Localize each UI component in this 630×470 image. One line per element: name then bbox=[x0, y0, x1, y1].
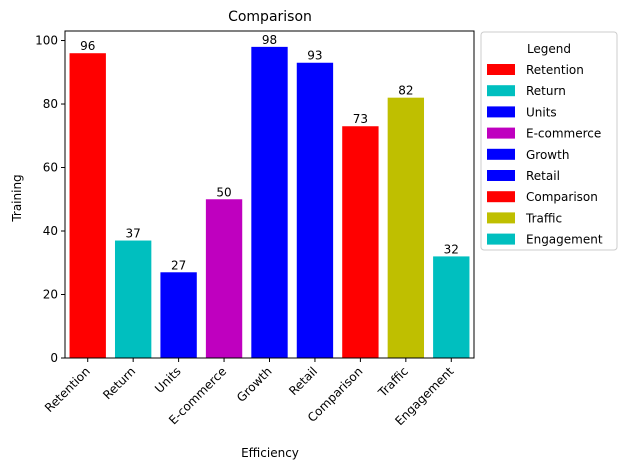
x-tick-label: Retention bbox=[42, 364, 93, 415]
data-label: 32 bbox=[444, 242, 459, 256]
data-label: 96 bbox=[80, 39, 95, 53]
bar bbox=[69, 53, 106, 359]
x-tick-label: Retail bbox=[286, 364, 320, 398]
bar bbox=[433, 256, 470, 358]
y-tick-label: 20 bbox=[43, 288, 58, 302]
y-tick-label: 0 bbox=[50, 351, 58, 365]
bar bbox=[160, 272, 197, 358]
x-tick-label: Growth bbox=[234, 364, 275, 405]
data-label: 27 bbox=[171, 258, 186, 272]
data-label: 73 bbox=[353, 112, 368, 126]
plot-area: 96Retention37Return27Units50E-commerce98… bbox=[35, 30, 475, 428]
bar bbox=[387, 97, 425, 358]
legend-swatch bbox=[487, 191, 515, 203]
legend-label: E-commerce bbox=[526, 127, 601, 141]
legend: Legend Retention Return Units E-commerce Gro… bbox=[480, 31, 618, 251]
y-tick-label: 80 bbox=[43, 97, 58, 111]
legend-swatch bbox=[487, 127, 515, 139]
data-label: 82 bbox=[398, 84, 413, 98]
x-tick-label: Units bbox=[152, 364, 184, 396]
legend-swatch bbox=[487, 85, 515, 97]
legend-swatch bbox=[487, 64, 515, 75]
data-label: 50 bbox=[216, 185, 231, 199]
legend-title: Legend bbox=[527, 42, 571, 56]
legend-swatch bbox=[487, 170, 515, 181]
legend-label: Retail bbox=[526, 169, 560, 183]
y-axis-label: Training bbox=[10, 174, 24, 222]
legend-label: Comparison bbox=[526, 190, 598, 204]
legend-label: Growth bbox=[526, 148, 569, 162]
y-tick-label: 60 bbox=[43, 161, 58, 175]
data-label: 98 bbox=[262, 33, 277, 47]
bar bbox=[296, 62, 334, 359]
plot-frame bbox=[64, 30, 475, 359]
y-tick-label: 100 bbox=[35, 34, 58, 48]
legend-label: Retention bbox=[526, 63, 584, 77]
bar bbox=[251, 46, 288, 359]
x-tick-label: Traffic bbox=[375, 364, 411, 400]
legend-label: Traffic bbox=[525, 211, 562, 225]
legend-label: Units bbox=[526, 105, 557, 119]
bar bbox=[205, 199, 243, 358]
legend-swatch bbox=[487, 212, 515, 224]
legend-label: Return bbox=[526, 84, 566, 98]
legend-swatch bbox=[487, 148, 515, 160]
data-label: 93 bbox=[307, 49, 322, 63]
legend-swatch bbox=[487, 106, 515, 118]
x-tick-label: Return bbox=[100, 364, 138, 402]
bar bbox=[114, 240, 152, 358]
x-axis-label: Efficiency bbox=[241, 446, 299, 460]
y-tick-label: 40 bbox=[43, 224, 58, 238]
chart-title: Comparison bbox=[228, 9, 312, 25]
legend-label: Engagement bbox=[526, 233, 603, 247]
legend-swatch bbox=[487, 233, 515, 245]
data-label: 37 bbox=[126, 227, 141, 241]
bar bbox=[342, 126, 379, 358]
